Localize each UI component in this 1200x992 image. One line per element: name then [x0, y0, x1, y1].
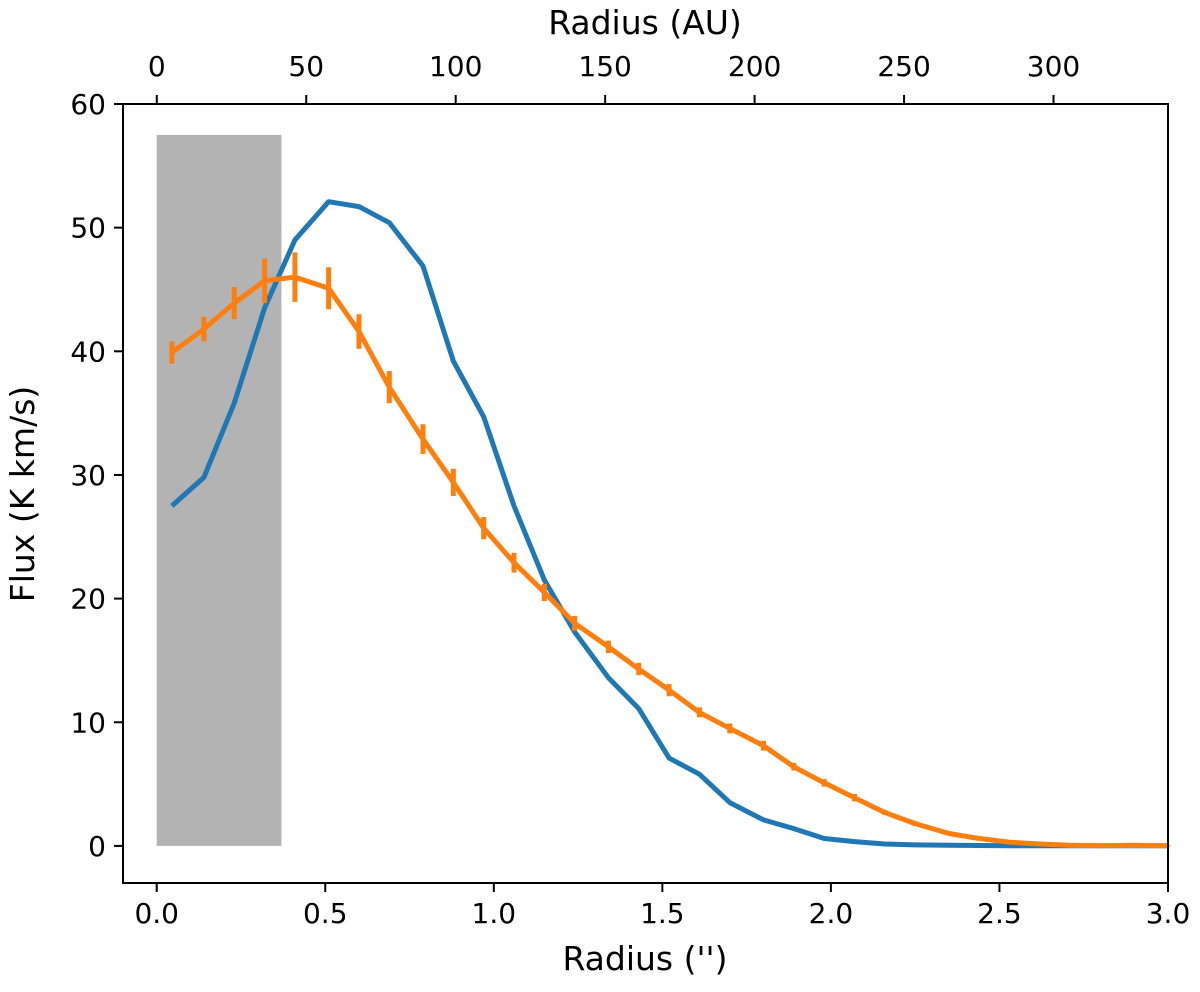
y-tick-label: 60: [70, 88, 106, 121]
top-x-tick-label: 100: [429, 50, 482, 83]
x-tick-label: 0.0: [134, 897, 179, 930]
y-tick-label: 20: [70, 583, 106, 616]
x-tick-label: 1.5: [640, 897, 685, 930]
bottom-axis-label: Radius (''): [562, 939, 727, 978]
shaded-region: [156, 134, 282, 846]
y-axis-label: Flux (K km/s): [3, 386, 42, 603]
plot-area: [156, 134, 1171, 849]
top-axis-label: Radius (AU): [548, 3, 742, 42]
plot-frame: [122, 103, 1169, 884]
y-tick-label: 30: [70, 459, 106, 492]
top-x-tick-label: 200: [728, 50, 781, 83]
x-tick-label: 0.5: [303, 897, 348, 930]
x-tick-label: 3.0: [1146, 897, 1191, 930]
series-1: [169, 252, 1171, 849]
x-tick-label: 2.5: [977, 897, 1022, 930]
series-0: [170, 199, 1168, 849]
series-0-line: [170, 199, 1168, 849]
top-x-tick-label: 0: [148, 50, 166, 83]
top-x-tick-label: 50: [288, 50, 324, 83]
y-tick-label: 0: [88, 830, 106, 863]
y-tick-label: 10: [70, 706, 106, 739]
y-tick-label: 40: [70, 335, 106, 368]
top-x-tick-label: 150: [578, 50, 631, 83]
top-x-tick-label: 250: [877, 50, 930, 83]
axes: 0.0 0.5 1.0 1.5 2.0 2.5 3.0 0 10 20 30 40 50 60 0 50 100…: [70, 50, 1190, 930]
y-tick-label: 50: [70, 212, 106, 245]
x-tick-label: 2.0: [809, 897, 854, 930]
top-x-tick-label: 300: [1027, 50, 1080, 83]
x-tick-label: 1.0: [472, 897, 517, 930]
